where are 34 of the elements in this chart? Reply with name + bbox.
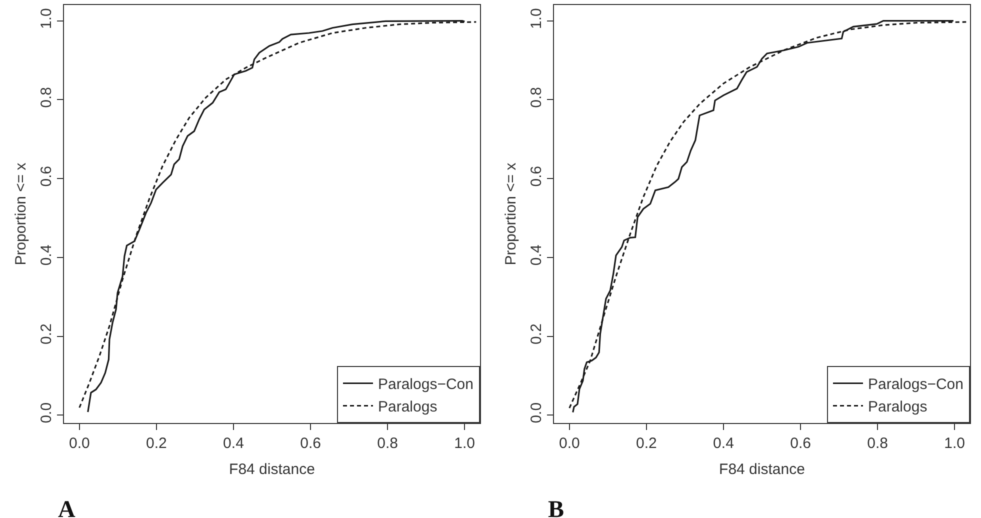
legend-label: Paralogs−Con — [868, 376, 964, 394]
x-tick-label: 0.6 — [300, 435, 321, 452]
y-axis-title: Proportion <= x — [502, 162, 520, 266]
x-axis-title: F84 distance — [719, 461, 805, 478]
x-tick-label: 0.6 — [790, 435, 811, 452]
legend-label: Paralogs−Con — [378, 376, 474, 394]
y-tick-label: 0.8 — [528, 86, 545, 108]
y-tick-label: 0.0 — [528, 402, 545, 424]
x-tick-label: 1.0 — [944, 435, 966, 452]
y-tick-label: 0.6 — [38, 166, 55, 187]
y-tick-label: 0.8 — [38, 86, 55, 108]
legend-label: Paralogs — [378, 398, 438, 416]
y-tick-label: 0.6 — [528, 166, 545, 187]
y-tick-label: 0.2 — [38, 324, 55, 344]
y-tick-label: 0.4 — [38, 244, 55, 266]
x-tick-label: 0.2 — [146, 435, 167, 452]
legend-label: Paralogs — [868, 398, 928, 416]
x-tick-label: 0.4 — [223, 435, 244, 452]
x-tick-label: 0.2 — [636, 435, 657, 452]
x-tick-label: 0.0 — [68, 435, 90, 452]
x-axis-title: F84 distance — [229, 461, 315, 478]
x-tick-label: 0.4 — [713, 435, 734, 452]
y-tick-label: 0.4 — [528, 244, 545, 266]
text: A — [58, 497, 76, 518]
x-tick-label: 1.0 — [454, 435, 476, 452]
x-tick-label: 0.8 — [377, 435, 398, 452]
y-tick-label: 1.0 — [528, 8, 545, 29]
y-tick-label: 1.0 — [38, 8, 55, 29]
y-tick-label: 0.0 — [38, 402, 55, 424]
y-tick-label: 0.2 — [528, 324, 545, 344]
x-tick-label: 0.8 — [867, 435, 888, 452]
text: B — [548, 497, 564, 518]
x-tick-label: 0.0 — [558, 435, 580, 452]
y-axis-title: Proportion <= x — [12, 162, 30, 266]
